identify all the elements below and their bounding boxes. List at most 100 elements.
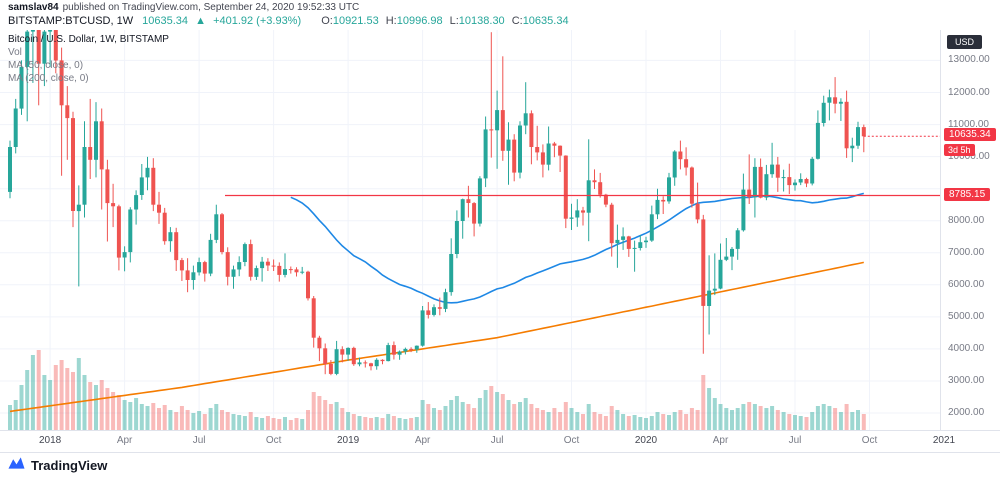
candle-body [472, 203, 477, 224]
candle-body [735, 230, 740, 249]
volume-bar [380, 418, 385, 430]
volume-bar [254, 417, 259, 430]
volume-bar [174, 412, 179, 430]
candle-body [861, 127, 866, 137]
candle-body [432, 307, 436, 315]
volume-bar [535, 408, 540, 430]
volume-bar [271, 418, 276, 430]
volume-bar [191, 413, 196, 430]
volume-bar [59, 360, 64, 430]
candle-body [500, 110, 505, 151]
candle-body [495, 110, 500, 131]
volume-bar [311, 392, 316, 430]
time-axis-label: Oct [265, 435, 282, 446]
symbol-label[interactable]: BITSTAMP:BTCUSD, 1W [8, 15, 134, 27]
volume-bar [644, 418, 648, 430]
close-label: C: [511, 15, 523, 27]
candle-body [254, 268, 259, 277]
volume-bar [13, 400, 18, 430]
volume-bar [300, 419, 305, 430]
volume-bar [707, 388, 712, 430]
time-axis-label: Apr [414, 435, 431, 446]
legend-symbol[interactable]: Bitcoin / U.S. Dollar, 1W, BITSTAMP [8, 34, 169, 45]
volume-bar [787, 414, 792, 430]
candle-body [758, 166, 763, 198]
candle-body [443, 292, 448, 309]
volume-bar [838, 412, 843, 430]
candle-body [535, 147, 540, 153]
price-axis-label: 10000.00 [948, 150, 990, 162]
price-axis[interactable]: USD 13000.00 12000.00 11000.00 10000.00 8000… [940, 30, 1000, 430]
price-axis-label: 8000.00 [948, 214, 985, 226]
volume-bar [689, 408, 694, 430]
volume-bar [265, 416, 270, 430]
price-chart-canvas[interactable] [0, 30, 940, 430]
candle-body [609, 204, 614, 244]
price-axis-label: 4000.00 [948, 342, 985, 354]
candle-body [523, 113, 528, 126]
volume-bar [99, 380, 104, 430]
volume-bar [323, 400, 328, 430]
candle-body [833, 97, 838, 104]
volume-bar [844, 404, 849, 430]
volume-bar [369, 418, 373, 430]
volume-bar [306, 410, 310, 430]
legend-volume[interactable]: Vol [8, 47, 22, 58]
volume-bar [237, 415, 242, 430]
candle-body [621, 236, 626, 240]
candle-body [603, 194, 608, 205]
price-axis-label: 3000.00 [948, 374, 985, 386]
volume-bar [294, 418, 299, 430]
candle-body [712, 288, 717, 291]
candle-body [237, 262, 242, 270]
volume-bar [409, 418, 414, 430]
candle-body [798, 179, 803, 183]
publisher-name[interactable]: samslav84 [8, 2, 59, 13]
volume-bar [42, 375, 47, 430]
volume-bar [712, 398, 717, 430]
chart-area[interactable]: Bitcoin / U.S. Dollar, 1W, BITSTAMP Vol … [0, 30, 1000, 430]
candle-body [248, 244, 253, 277]
legend-ma200[interactable]: MA (200, close, 0) [8, 73, 89, 84]
candle-body [592, 180, 597, 183]
candle-body [174, 232, 179, 261]
volume-bar [518, 402, 522, 430]
volume-bar [214, 404, 219, 430]
candle-body [42, 31, 47, 64]
price-axis-label: 6000.00 [948, 278, 985, 290]
legend-ma50[interactable]: MA (50, close, 0) [8, 60, 84, 71]
symbol-info-bar: BITSTAMP:BTCUSD, 1W 10635.34 ▲ +401.92 (… [8, 15, 1000, 31]
volume-bar [798, 416, 803, 430]
tradingview-logo-icon[interactable] [8, 456, 25, 475]
candle-body [844, 101, 849, 149]
candle-body [105, 169, 110, 204]
candle-body [220, 214, 224, 253]
volume-bar [793, 415, 797, 430]
ohlc-readout: O:10921.53 H:10996.98 L:10138.30 C:10635.34 [314, 15, 568, 27]
candle-body [552, 143, 557, 146]
volume-bar [718, 404, 723, 430]
candle-body [363, 362, 368, 364]
candle-body [59, 60, 64, 106]
candle-body [489, 129, 494, 131]
volume-bar [781, 412, 786, 430]
volume-bar [317, 396, 322, 430]
volume-bar [833, 408, 838, 430]
candle-body [558, 145, 563, 156]
time-axis[interactable]: 2018 Apr Jul Oct 2019 Apr Jul Oct 2020 Apr Jul Oct 2… [0, 430, 1000, 452]
volume-bar [603, 416, 608, 430]
volume-bar [661, 414, 666, 430]
volume-bar [334, 402, 339, 430]
candle-body [730, 248, 734, 257]
volume-bar [208, 408, 213, 430]
volume-bar [621, 414, 626, 430]
candle-body [76, 204, 81, 212]
brand-name[interactable]: TradingView [31, 457, 108, 473]
candle-body [403, 348, 408, 352]
volume-bar [443, 406, 448, 430]
candle-body [311, 298, 316, 338]
volume-bar [8, 405, 12, 430]
candle-body [8, 147, 12, 192]
candle-body [116, 206, 121, 258]
candle-body [575, 210, 580, 218]
